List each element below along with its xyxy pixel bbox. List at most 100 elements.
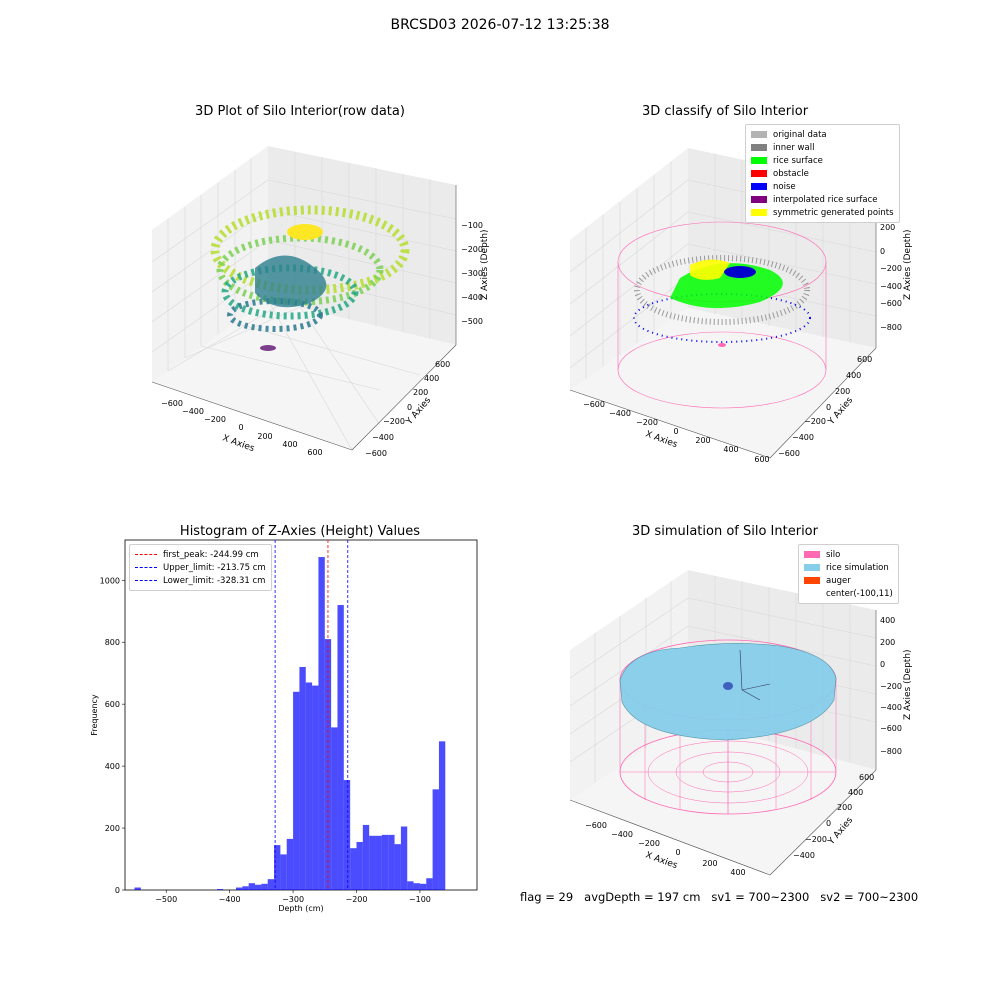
- p4-y-tick: 600: [859, 773, 874, 782]
- legend-item: interpolated rice surface: [751, 193, 894, 206]
- legend-label: inner wall: [773, 142, 815, 153]
- legend-item: obstacle: [751, 167, 894, 180]
- histogram-bar: [432, 789, 439, 890]
- p4-xlabel: X Axies: [644, 850, 679, 871]
- histogram-bar: [280, 854, 287, 890]
- panel4-title: 3D simulation of Silo Interior: [632, 524, 818, 539]
- x-tick-label: −400: [219, 895, 241, 904]
- histogram-bar: [337, 605, 344, 890]
- p1-z-tick: −400: [461, 293, 483, 302]
- panel1-scatter-cloud: [210, 205, 410, 351]
- y-tick-label: 600: [105, 700, 120, 709]
- histogram-bar: [293, 691, 300, 890]
- legend-item: center(-100,11): [804, 587, 893, 600]
- legend-line: [135, 554, 157, 555]
- p1-x-tick: 200: [257, 432, 272, 441]
- panel1-tick-labels: −600 −400 −200 0 200 400 600 −600 −400 −…: [161, 221, 483, 458]
- histogram-y-ticks: 0 200 400 600 800 1000: [100, 576, 125, 895]
- panel2-legend: original data inner wall rice surface ob…: [745, 124, 900, 223]
- histogram-bar: [413, 883, 420, 890]
- hist-ylabel: Frequency: [90, 694, 99, 736]
- panel2-tick-labels: −600 −400 −200 0 200 400 600 −600 −400 −…: [583, 223, 902, 464]
- histogram-bar: [312, 685, 319, 890]
- legend-item: first_peak: -244.99 cm: [135, 548, 266, 561]
- p1-z-tick: −200: [461, 245, 483, 254]
- p2-z-tick: −800: [880, 323, 902, 332]
- legend-swatch: [751, 157, 767, 164]
- histogram-bar: [362, 824, 370, 890]
- histogram-bar: [331, 727, 338, 890]
- legend-swatch: [751, 144, 767, 151]
- p4-y-tick: 200: [837, 803, 852, 812]
- panel2-classified-cloud: [617, 221, 827, 409]
- histogram-bar: [343, 780, 351, 890]
- legend-label: rice simulation: [826, 562, 889, 573]
- p4-y-tick: −200: [805, 835, 827, 844]
- p1-x-tick: −600: [161, 399, 183, 408]
- p2-y-tick: −400: [792, 433, 814, 442]
- p1-x-tick: 400: [282, 440, 297, 449]
- histogram-bar: [356, 841, 363, 890]
- p4-y-tick: −400: [793, 851, 815, 860]
- panel2-title: 3D classify of Silo Interior: [641, 104, 809, 119]
- p2-zlabel: Z Axies (Depth): [903, 229, 913, 300]
- panel1-title: 3D Plot of Silo Interior(row data): [195, 104, 405, 119]
- legend-swatch: [804, 564, 820, 571]
- histogram-bar: [375, 835, 382, 890]
- p2-x-tick: −200: [636, 418, 658, 427]
- histogram-bars: [134, 557, 446, 890]
- legend-item: noise: [751, 180, 894, 193]
- y-tick-label: 200: [105, 824, 120, 833]
- histogram-bar: [134, 887, 141, 890]
- histogram-bar: [305, 682, 313, 890]
- panel4-silo-simulation: [619, 639, 837, 815]
- histogram-bar: [299, 666, 306, 890]
- figure-title: BRCSD03 2026-07-12 13:25:38: [390, 17, 610, 33]
- histogram-bar: [419, 883, 427, 890]
- hist-xlabel: Depth (cm): [278, 904, 323, 913]
- histogram-bar: [369, 835, 376, 890]
- panel3-title: Histogram of Z-Axies (Height) Values: [179, 524, 421, 539]
- p2-z-tick: −200: [880, 264, 902, 273]
- legend-swatch: [751, 209, 767, 216]
- p4-zlabel: Z Axies (Depth): [903, 649, 913, 720]
- p2-z-tick: −400: [880, 282, 902, 291]
- p2-y-tick: 600: [857, 355, 872, 364]
- p4-x-tick: −600: [585, 821, 607, 830]
- histogram-bar: [242, 886, 249, 890]
- p1-y-tick: 0: [407, 403, 412, 412]
- panel4-legend: silo rice simulation auger center(-100,1…: [798, 544, 899, 604]
- p1-y-tick: −400: [372, 433, 394, 442]
- p1-y-tick: −600: [365, 449, 387, 458]
- legend-label: Lower_limit: -328.31 cm: [163, 575, 266, 586]
- p4-z-tick: 0: [880, 660, 885, 669]
- p4-x-tick: 200: [702, 859, 717, 868]
- p4-y-tick: 0: [826, 819, 831, 828]
- legend-label: noise: [773, 181, 796, 192]
- p1-x-tick: 600: [307, 448, 322, 457]
- x-tick-label: −200: [346, 895, 368, 904]
- legend-swatch: [751, 183, 767, 190]
- p2-x-tick: 400: [723, 445, 738, 454]
- legend-line: [135, 567, 157, 568]
- histogram-bar: [248, 883, 256, 890]
- p1-y-tick: −200: [383, 417, 405, 426]
- legend-label: rice surface: [773, 155, 823, 166]
- histogram-axes: −500 −400 −300 −200 −100 0 200 400 600 800 1000: [100, 539, 478, 904]
- histogram-legend: first_peak: -244.99 cm Upper_limit: -213…: [129, 544, 272, 591]
- flag-value: flag = 29: [520, 890, 574, 904]
- p1-z-tick: −100: [461, 221, 483, 230]
- sv1-value: sv1 = 700~2300: [711, 890, 810, 904]
- p4-z-tick: −800: [880, 747, 902, 756]
- p2-x-tick: 200: [695, 436, 710, 445]
- p1-x-tick: −400: [182, 407, 204, 416]
- legend-label: silo: [826, 549, 841, 560]
- p4-x-tick: 0: [675, 848, 680, 857]
- p4-z-tick: −200: [880, 682, 902, 691]
- legend-item: symmetric generated points: [751, 206, 894, 219]
- histogram-bar: [350, 848, 357, 890]
- y-tick-label: 0: [115, 886, 120, 895]
- legend-label: interpolated rice surface: [773, 194, 878, 205]
- histogram-x-ticks: −500 −400 −300 −200 −100: [155, 890, 431, 904]
- p1-z-tick: −300: [461, 269, 483, 278]
